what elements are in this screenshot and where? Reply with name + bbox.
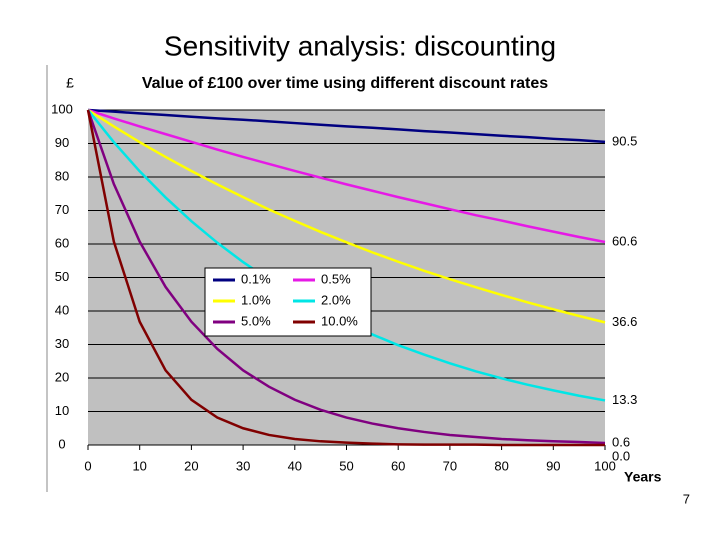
x-tick-label: 40 — [288, 458, 302, 473]
y-tick-label: 20 — [55, 369, 69, 384]
series-line — [87, 108, 606, 244]
y-tick-label: 10 — [55, 403, 69, 418]
end-value-label: 90.5 — [612, 133, 637, 148]
chart-title: Value of £100 over time using different … — [142, 75, 548, 92]
y-tick-label: 30 — [55, 336, 69, 351]
x-tick-label: 0 — [84, 458, 91, 473]
y-tick-label: 60 — [55, 235, 69, 250]
legend-label: 2.0% — [321, 292, 351, 307]
x-axis-label: Years — [624, 469, 662, 485]
end-value-label: 36.6 — [612, 314, 637, 329]
x-tick-label: 70 — [443, 458, 457, 473]
end-value-label: 0.0 — [612, 448, 630, 463]
y-tick-label: 100 — [51, 101, 73, 116]
y-tick-label: 80 — [55, 168, 69, 183]
y-tick-label: 40 — [55, 302, 69, 317]
end-value-label: 60.6 — [612, 233, 637, 248]
y-axis-label: £ — [66, 75, 74, 91]
x-tick-label: 80 — [494, 458, 508, 473]
slide-title: Sensitivity analysis: discounting — [164, 30, 556, 61]
x-tick-label: 50 — [339, 458, 353, 473]
end-value-label: 0.6 — [612, 434, 630, 449]
series-line — [86, 109, 606, 445]
x-tick-label: 60 — [391, 458, 405, 473]
x-tick-label: 100 — [594, 458, 616, 473]
legend-label: 10.0% — [321, 313, 358, 328]
series-line — [87, 108, 606, 324]
legend-label: 5.0% — [241, 313, 271, 328]
y-tick-label: 50 — [55, 269, 69, 284]
y-tick-label: 90 — [55, 135, 69, 150]
legend-label: 1.0% — [241, 292, 271, 307]
x-tick-label: 30 — [236, 458, 250, 473]
series-line — [87, 108, 606, 144]
x-tick-label: 20 — [184, 458, 198, 473]
legend-label: 0.1% — [241, 271, 271, 286]
page-number: 7 — [683, 491, 690, 506]
series-line — [86, 109, 605, 447]
x-tick-label: 10 — [132, 458, 146, 473]
legend-label: 0.5% — [321, 271, 351, 286]
y-tick-label: 0 — [58, 436, 65, 451]
end-value-label: 13.3 — [612, 392, 637, 407]
y-tick-label: 70 — [55, 202, 69, 217]
x-tick-label: 90 — [546, 458, 560, 473]
